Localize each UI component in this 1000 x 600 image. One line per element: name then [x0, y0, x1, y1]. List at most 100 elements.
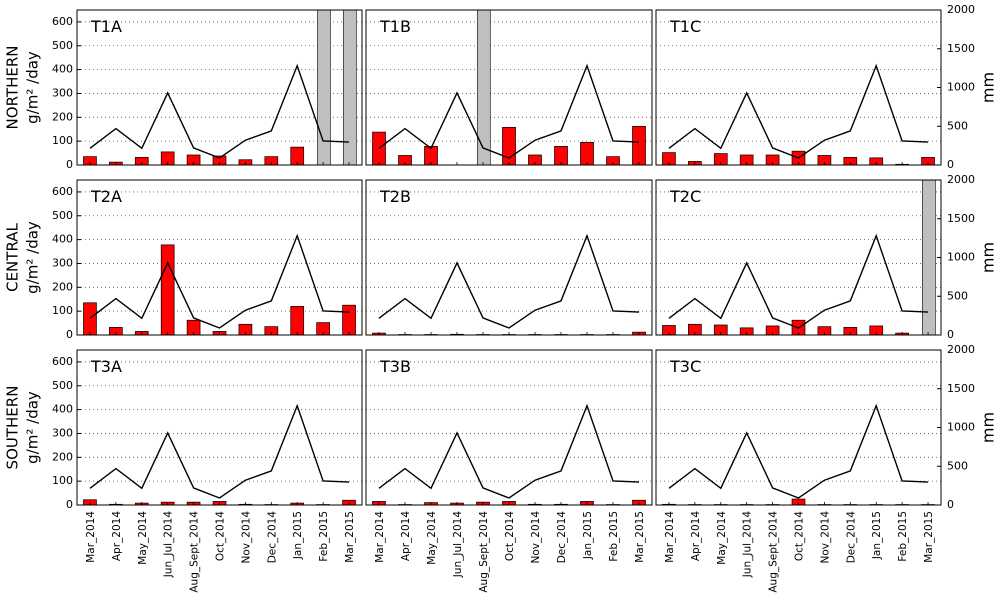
y-tick-label: 100: [52, 134, 73, 147]
x-tick-label: Jun_Jul_2014: [163, 511, 175, 579]
y-tick-label: 500: [52, 39, 73, 52]
y-tick-label: 400: [52, 403, 73, 416]
y-right-axis-label: mm: [979, 242, 998, 273]
x-tick-label: Mar_2014: [85, 511, 97, 563]
x-tick-label: Nov_2014: [530, 511, 542, 564]
x-tick-label: Oct_2014: [794, 511, 806, 561]
y-tick-label: 600: [52, 355, 73, 368]
y-right-axis-label: mm: [979, 72, 998, 103]
bar: [160, 244, 175, 336]
y-tick-label: 0: [66, 498, 73, 511]
y-tick-label: 100: [52, 304, 73, 317]
bar: [290, 306, 305, 336]
x-tick-label: Apr_2014: [400, 511, 412, 561]
panel-title: T1C: [669, 17, 701, 36]
y-right-tick-label: 0: [947, 498, 954, 511]
bar: [342, 304, 356, 336]
y-tick-label: 200: [52, 450, 73, 463]
rainfall-line: [378, 233, 640, 329]
x-tick-label: Feb_2015: [318, 511, 330, 562]
panel-title: T3C: [669, 357, 701, 376]
y-tick-label: 400: [52, 63, 73, 76]
y-right-tick-label: 1000: [947, 251, 975, 264]
y-right-tick-label: 500: [947, 119, 968, 132]
x-tick-label: Feb_2015: [897, 511, 909, 562]
y-tick-label: 100: [52, 474, 73, 487]
y-tick-label: 0: [66, 158, 73, 171]
y-right-tick-label: 2000: [947, 3, 975, 16]
rainfall-line: [89, 403, 350, 499]
rainfall-line: [378, 403, 640, 499]
y-tick-label: 300: [52, 86, 73, 99]
y-right-tick-label: 1500: [947, 212, 975, 225]
x-tick-label: Oct_2014: [504, 511, 516, 561]
bar: [580, 141, 594, 166]
x-tick-label: Apr_2014: [690, 511, 702, 561]
bar: [632, 126, 646, 166]
y-right-axis-label: mm: [979, 412, 998, 443]
y-right-tick-label: 500: [947, 289, 968, 302]
x-tick-label: Jan_2015: [582, 511, 594, 560]
y-tick-label: 200: [52, 280, 73, 293]
y-right-tick-label: 500: [947, 459, 968, 472]
rainfall-line: [378, 63, 640, 159]
rainfall-line: [89, 233, 350, 329]
x-tick-label: Nov_2014: [819, 511, 831, 564]
x-tick-label: Mar_2014: [664, 511, 676, 563]
y-axis-label: g/m² /day: [24, 221, 42, 294]
x-tick-label: Oct_2014: [215, 511, 227, 561]
x-tick-label: Dec_2014: [845, 511, 857, 564]
panel-title: T1A: [90, 17, 122, 36]
panel-title: T2C: [669, 187, 701, 206]
y-right-tick-label: 2000: [947, 343, 975, 356]
x-tick-label: May_2014: [716, 511, 728, 565]
bar: [502, 126, 516, 166]
row-label: CENTRAL: [4, 222, 22, 291]
x-tick-label: Aug_Sept_2014: [478, 511, 490, 593]
x-tick-label: May_2014: [137, 511, 149, 565]
row-label: NORTHERN: [4, 46, 22, 130]
x-tick-label: Mar_2015: [923, 511, 935, 563]
x-tick-label: Nov_2014: [240, 511, 252, 564]
y-tick-label: 400: [52, 233, 73, 246]
bar: [83, 302, 97, 336]
y-right-tick-label: 1000: [947, 81, 975, 94]
panel-title: T1B: [379, 17, 411, 36]
y-tick-label: 600: [52, 185, 73, 198]
panel-title: T3A: [90, 357, 122, 376]
x-tick-label: Jan_2015: [292, 511, 304, 560]
y-tick-label: 600: [52, 15, 73, 28]
y-tick-label: 200: [52, 110, 73, 123]
panel-title: T3B: [379, 357, 411, 376]
x-tick-label: Apr_2014: [111, 511, 123, 561]
x-tick-label: Jan_2015: [871, 511, 883, 560]
rainfall-line: [668, 63, 929, 159]
x-tick-label: Mar_2015: [344, 511, 356, 563]
y-right-tick-label: 1000: [947, 421, 975, 434]
y-tick-label: 300: [52, 256, 73, 269]
x-tick-label: Aug_Sept_2014: [768, 511, 780, 593]
y-axis-label: g/m² /day: [24, 51, 42, 124]
panel-title: T2B: [379, 187, 411, 206]
y-right-tick-label: 1500: [947, 42, 975, 55]
rainfall-line: [668, 403, 929, 499]
panel-title: T2A: [90, 187, 122, 206]
rainfall-line: [89, 63, 350, 159]
x-tick-label: Jun_Jul_2014: [452, 511, 464, 579]
y-tick-label: 0: [66, 328, 73, 341]
bar: [372, 131, 386, 166]
x-tick-label: May_2014: [426, 511, 438, 565]
x-tick-label: Mar_2014: [374, 511, 386, 563]
row-label: SOUTHERN: [4, 386, 22, 470]
x-tick-label: Dec_2014: [556, 511, 568, 564]
y-right-tick-label: 0: [947, 158, 954, 171]
x-tick-label: Jun_Jul_2014: [742, 511, 754, 579]
x-tick-label: Dec_2014: [266, 511, 278, 564]
y-right-tick-label: 0: [947, 328, 954, 341]
y-tick-label: 500: [52, 379, 73, 392]
y-right-tick-label: 2000: [947, 173, 975, 186]
y-tick-label: 300: [52, 426, 73, 439]
y-right-tick-label: 1500: [947, 382, 975, 395]
x-tick-label: Aug_Sept_2014: [189, 511, 201, 593]
